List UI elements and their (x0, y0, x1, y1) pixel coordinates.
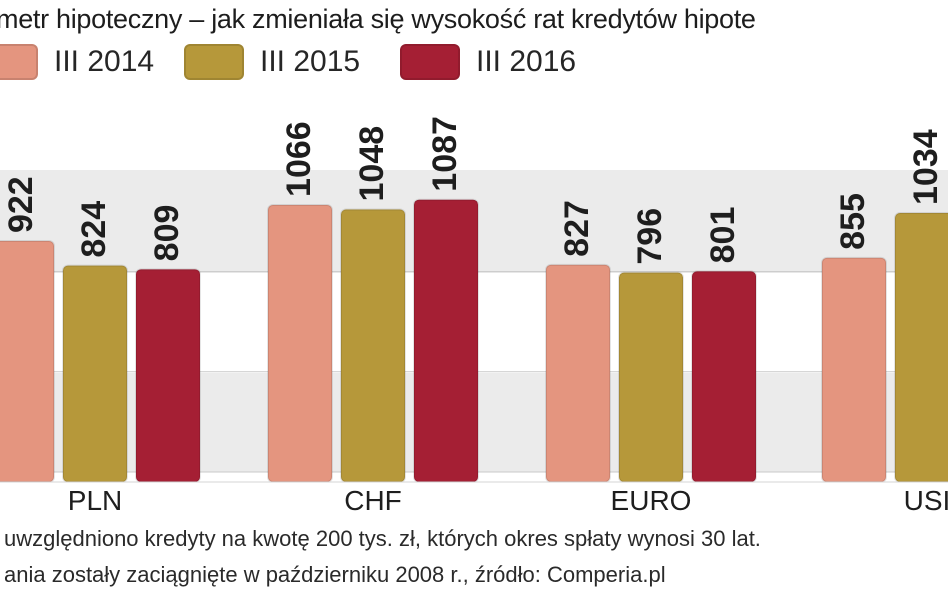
category-label: PLN (68, 485, 122, 516)
value-label: 796 (631, 208, 669, 265)
bar-euro-3 (691, 270, 757, 483)
bar-pln-3 (135, 268, 201, 483)
bar-pln-1 (0, 240, 55, 483)
value-label: 1034 (907, 129, 945, 205)
value-label: 827 (558, 200, 596, 257)
footnote-1: uwzględniono kredyty na kwotę 200 tys. z… (4, 526, 761, 551)
legend-swatch-2015 (184, 44, 244, 80)
value-label: 1048 (353, 126, 391, 202)
bar-chf-2 (340, 208, 406, 483)
category-label: USI (904, 485, 948, 516)
bar-chf-1 (267, 203, 333, 483)
value-label: 922 (2, 176, 40, 233)
legend-label-2015: III 2015 (260, 45, 361, 78)
bar-usd-2 (894, 211, 948, 483)
bar-euro-2 (618, 271, 684, 483)
legend-swatch-2014 (0, 44, 38, 80)
value-label: 801 (704, 207, 742, 264)
legend-item-2016: III 2016 (400, 44, 576, 80)
legend-item-2015: III 2015 (184, 44, 360, 80)
bar-pln-2 (62, 264, 128, 484)
value-label: 855 (834, 193, 872, 250)
value-label: 1087 (426, 116, 464, 192)
category-label: EURO (611, 485, 692, 516)
legend-item-2014: III 2014 (0, 44, 154, 80)
bar-euro-1 (545, 263, 611, 483)
value-label: 824 (75, 201, 113, 258)
footnote-2: ania zostały zaciągnięte w październiku … (4, 562, 666, 587)
bar-usd-1 (821, 256, 887, 484)
legend-label-2016: III 2016 (476, 45, 577, 78)
value-label: 1066 (280, 121, 318, 197)
category-label: CHF (344, 485, 402, 516)
value-label: 809 (148, 205, 186, 262)
bar-chf-3 (413, 198, 479, 483)
axis-cover (0, 482, 948, 486)
legend-swatch-2016 (400, 44, 460, 80)
chart-title: metr hipoteczny – jak zmieniała się wyso… (0, 4, 756, 34)
legend-label-2014: III 2014 (54, 45, 155, 78)
